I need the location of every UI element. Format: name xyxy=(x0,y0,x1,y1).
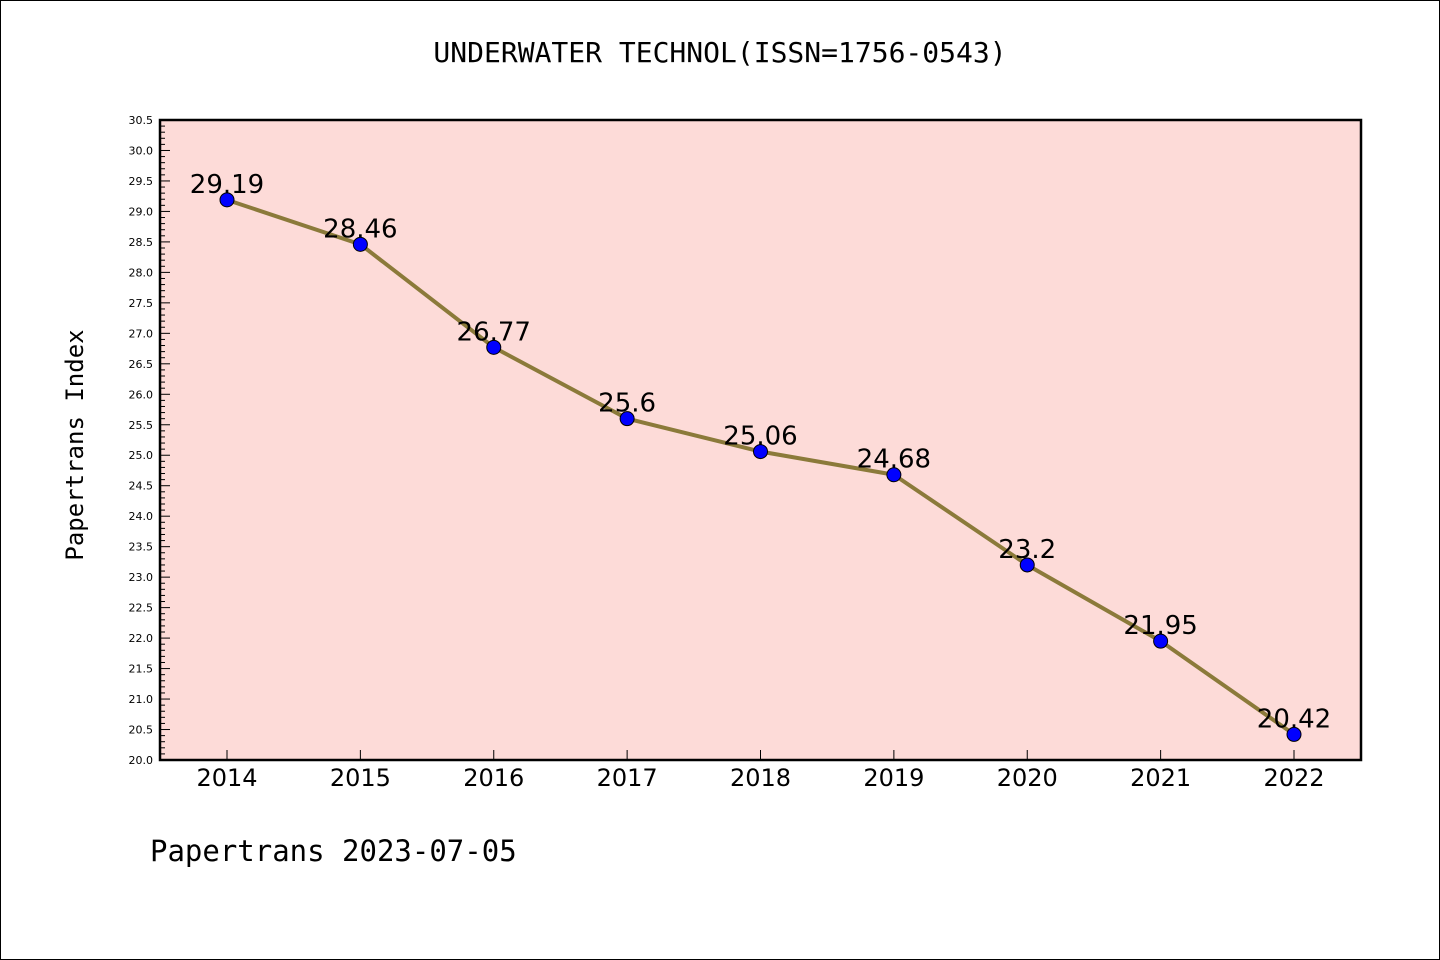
data-label: 23.2 xyxy=(998,535,1056,565)
plot-frame xyxy=(158,118,1363,762)
data-point xyxy=(619,411,635,427)
y-tick-label: 23.5 xyxy=(129,541,154,554)
data-label: 21.95 xyxy=(1123,611,1197,641)
y-tick-label: 28.5 xyxy=(129,236,154,249)
y-tick-label: 20.0 xyxy=(129,754,154,767)
x-tick-label: 2015 xyxy=(330,764,391,792)
y-tick-label: 21.0 xyxy=(129,693,154,706)
y-tick-label: 21.5 xyxy=(129,663,154,676)
y-tick-label: 26.5 xyxy=(129,358,154,371)
data-label: 20.42 xyxy=(1257,704,1331,734)
footer-note: Papertrans 2023-07-05 xyxy=(150,834,517,868)
y-tick-label: 23.0 xyxy=(129,571,154,584)
y-tick-label: 29.0 xyxy=(129,205,154,218)
y-tick-label: 24.5 xyxy=(129,480,154,493)
y-tick-label: 20.5 xyxy=(129,724,154,737)
y-tick-label: 25.5 xyxy=(129,419,154,432)
x-tick-label: 2022 xyxy=(1263,764,1324,792)
data-label: 28.46 xyxy=(323,214,397,244)
y-tick-label: 25.0 xyxy=(129,449,154,462)
chart-title: UNDERWATER TECHNOL(ISSN=1756-0543) xyxy=(433,36,1007,69)
x-tick-label: 2020 xyxy=(997,764,1058,792)
data-point xyxy=(352,236,368,252)
x-tick-label: 2019 xyxy=(863,764,924,792)
x-tick-label: 2014 xyxy=(196,764,257,792)
data-label: 26.77 xyxy=(457,317,531,347)
data-point xyxy=(753,444,768,460)
y-tick-label: 29.5 xyxy=(129,175,154,188)
y-tick-label: 27.5 xyxy=(129,297,154,310)
data-label: 25.06 xyxy=(723,422,797,452)
data-label: 29.19 xyxy=(190,170,264,200)
y-tick-label: 27.0 xyxy=(129,327,154,340)
y-tick-label: 28.0 xyxy=(129,266,154,279)
data-point xyxy=(219,192,235,208)
x-tick-label: 2017 xyxy=(597,764,658,792)
plot-area xyxy=(160,120,1361,760)
y-tick-label: 30.0 xyxy=(129,144,154,157)
x-tick-label: 2018 xyxy=(730,764,791,792)
y-tick-label: 24.0 xyxy=(129,510,154,523)
data-point xyxy=(886,467,902,483)
data-label: 24.68 xyxy=(857,445,931,475)
y-tick-label: 30.5 xyxy=(129,114,154,127)
data-point xyxy=(1019,557,1035,573)
y-tick-label: 22.5 xyxy=(129,602,154,615)
x-tick-label: 2021 xyxy=(1130,764,1191,792)
data-point xyxy=(1286,726,1302,742)
x-tick-label: 2016 xyxy=(463,764,524,792)
data-point xyxy=(486,339,502,355)
y-tick-label: 26.0 xyxy=(129,388,154,401)
data-label: 25.6 xyxy=(598,389,656,419)
y-tick-label: 22.0 xyxy=(129,632,154,645)
data-point xyxy=(1153,633,1169,649)
